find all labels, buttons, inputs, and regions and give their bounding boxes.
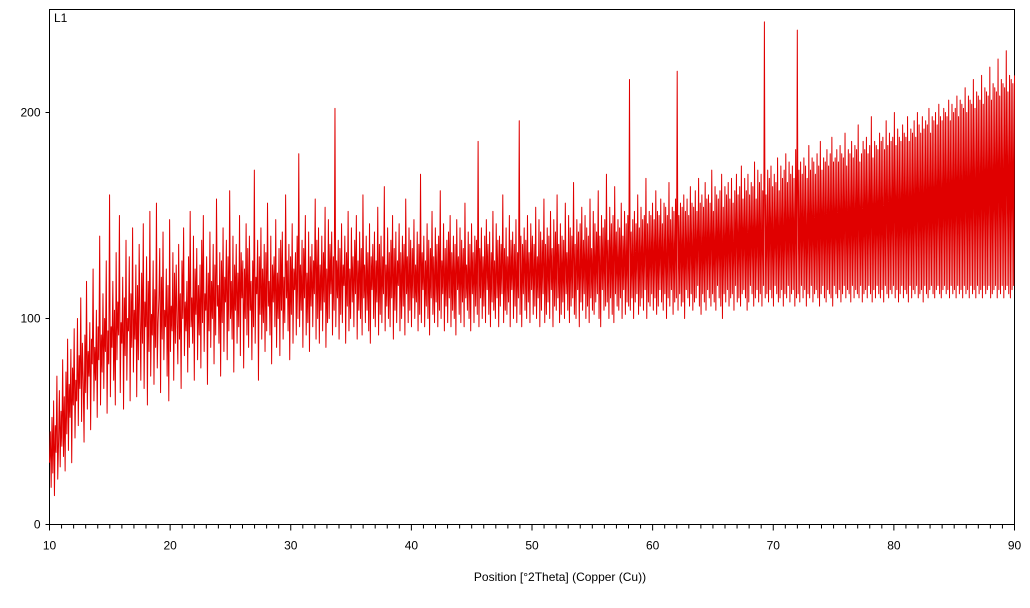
x-axis-label: Position [°2Theta] (Copper (Cu)) <box>474 570 646 584</box>
y-axis-ticks: 0 100 200 <box>20 106 50 532</box>
series-line <box>49 21 1015 497</box>
y-tick-label: 100 <box>20 312 40 326</box>
x-tick-label: 10 <box>43 539 57 553</box>
x-axis-ticks: 10 20 30 40 50 60 70 80 90 <box>43 524 1022 553</box>
x-tick-label: 70 <box>767 539 781 553</box>
x-tick-label: 30 <box>284 539 298 553</box>
x-tick-label: 80 <box>887 539 901 553</box>
x-tick-label: 90 <box>1008 539 1022 553</box>
y-tick-label: 0 <box>34 518 41 532</box>
panel-label: L1 <box>54 11 68 25</box>
x-tick-label: 50 <box>525 539 539 553</box>
x-tick-label: 60 <box>646 539 660 553</box>
x-tick-label: 40 <box>405 539 419 553</box>
x-tick-label: 20 <box>163 539 177 553</box>
y-tick-label: 200 <box>20 106 40 120</box>
